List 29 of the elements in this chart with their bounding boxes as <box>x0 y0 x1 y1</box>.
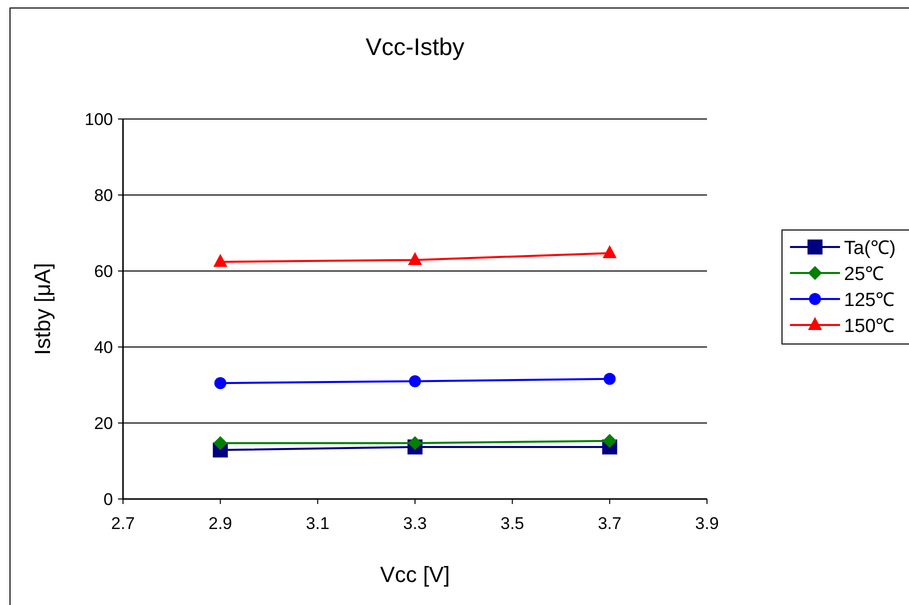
legend-label: 125℃ <box>844 290 895 311</box>
point <box>408 252 422 265</box>
y-axis-title: Istby [μA] <box>30 262 55 356</box>
x-tick-label: 2.7 <box>111 514 135 533</box>
x-tick-label: 3.1 <box>306 514 330 533</box>
y-tick-label: 40 <box>94 338 113 357</box>
point <box>604 372 616 385</box>
y-tick-label: 60 <box>94 262 113 281</box>
point <box>213 254 228 267</box>
point <box>214 377 226 390</box>
point <box>602 434 617 448</box>
legend-label: Ta(℃) <box>844 238 896 259</box>
point <box>409 375 421 388</box>
point <box>408 436 422 450</box>
x-tick-label: 2.9 <box>208 514 232 533</box>
legend-label: 150℃ <box>844 316 895 337</box>
x-axis-title: Vcc [V] <box>380 562 450 587</box>
chart-title: Vcc-Istby <box>366 34 464 61</box>
x-tick-label: 3.7 <box>598 514 622 533</box>
y-tick-label: 20 <box>94 414 113 433</box>
y-tick-label: 100 <box>84 110 113 129</box>
x-tick-label: 3.9 <box>695 514 719 533</box>
y-tick-label: 80 <box>94 186 113 205</box>
x-tick-label: 3.3 <box>403 514 427 533</box>
point <box>213 436 228 450</box>
x-tick-label: 3.5 <box>500 514 524 533</box>
legend-label: 25℃ <box>844 264 884 285</box>
point <box>602 245 617 258</box>
y-tick-label: 0 <box>104 490 113 509</box>
